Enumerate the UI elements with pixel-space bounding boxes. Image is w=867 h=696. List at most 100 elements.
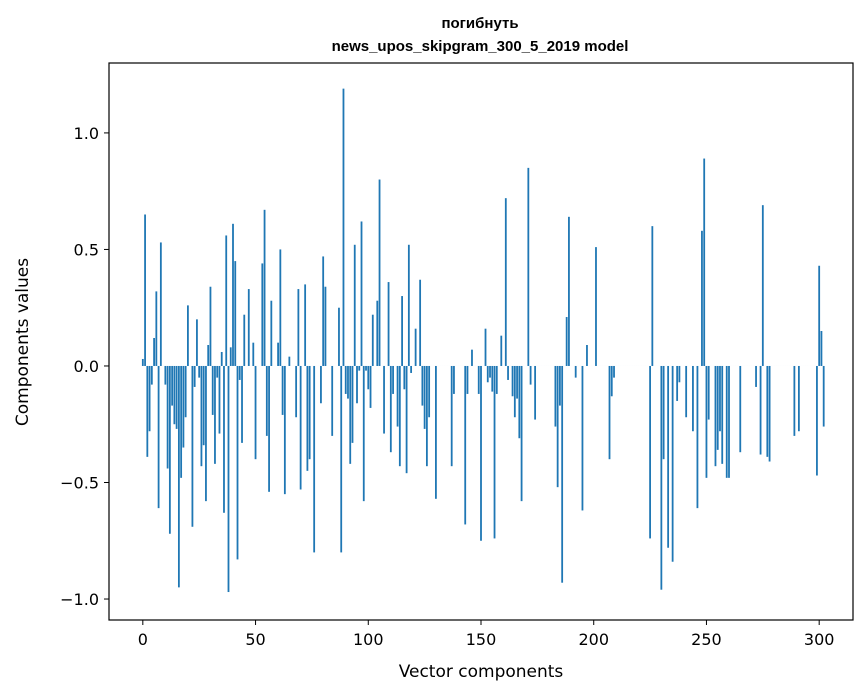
bar xyxy=(387,282,390,366)
bar xyxy=(428,365,431,418)
bar xyxy=(168,365,171,534)
bar xyxy=(383,365,385,434)
bar xyxy=(471,349,473,366)
bar xyxy=(608,365,611,460)
bar xyxy=(180,365,183,478)
bar xyxy=(491,365,494,392)
bar xyxy=(252,342,255,366)
bar xyxy=(141,358,144,366)
bar xyxy=(489,365,491,378)
bar xyxy=(277,342,279,366)
bar xyxy=(419,279,422,366)
bar xyxy=(676,365,679,401)
x-tick-label: 150 xyxy=(466,630,497,649)
bar xyxy=(822,365,825,427)
bar xyxy=(389,365,392,453)
bar xyxy=(797,365,800,432)
bar xyxy=(414,328,417,366)
bar xyxy=(279,249,282,366)
bar xyxy=(755,365,757,387)
bar xyxy=(340,365,343,553)
y-axis-label: Components values xyxy=(13,258,33,426)
bar xyxy=(568,216,570,366)
bar xyxy=(520,365,523,502)
bar xyxy=(229,347,232,366)
bar xyxy=(396,365,399,427)
bar xyxy=(495,365,498,394)
bar xyxy=(205,365,207,502)
bar xyxy=(322,256,325,366)
bar xyxy=(410,365,413,373)
bar xyxy=(739,365,742,453)
bar xyxy=(196,319,198,366)
bar xyxy=(369,365,372,408)
bar xyxy=(313,365,316,553)
bar xyxy=(261,263,264,366)
bar xyxy=(227,365,230,593)
bar xyxy=(518,365,521,439)
bar xyxy=(511,365,514,397)
bar xyxy=(338,307,340,366)
bar xyxy=(453,365,455,394)
bar xyxy=(728,365,730,478)
bar xyxy=(818,265,821,366)
bar xyxy=(466,365,469,394)
bar xyxy=(265,365,268,436)
bar xyxy=(232,223,234,366)
bar xyxy=(223,365,225,513)
bar xyxy=(660,365,663,590)
bar xyxy=(561,365,564,583)
y-tick-label: −0.5 xyxy=(60,473,99,492)
bar xyxy=(403,365,406,390)
chart-title-line2: news_upos_skipgram_300_5_2019 model xyxy=(332,38,629,55)
bar xyxy=(714,365,717,467)
bar xyxy=(513,365,516,418)
bar xyxy=(216,365,219,378)
bar xyxy=(211,365,214,415)
plot-frame xyxy=(108,62,854,621)
bar xyxy=(184,365,187,418)
bar xyxy=(304,284,307,366)
bar xyxy=(477,365,480,394)
bar xyxy=(306,365,309,471)
bar xyxy=(236,365,239,560)
bar xyxy=(349,365,352,464)
bar xyxy=(166,365,169,469)
bar xyxy=(324,286,327,366)
bar xyxy=(556,365,559,488)
bar xyxy=(342,88,345,366)
bar xyxy=(295,365,298,418)
bar xyxy=(421,365,424,406)
bar xyxy=(214,365,216,464)
bar xyxy=(175,365,178,429)
bar xyxy=(574,365,577,378)
bar xyxy=(527,167,530,366)
bar xyxy=(347,365,349,399)
bar xyxy=(392,365,394,394)
bar xyxy=(500,335,503,366)
bar xyxy=(247,289,250,366)
bar xyxy=(768,365,771,462)
bar xyxy=(254,365,257,460)
bar xyxy=(581,365,584,511)
x-tick-label: 100 xyxy=(353,630,384,649)
bar xyxy=(407,244,410,366)
bar xyxy=(692,365,694,432)
bar xyxy=(353,244,356,366)
bar xyxy=(464,365,467,525)
bar xyxy=(148,365,151,432)
bar xyxy=(270,300,273,366)
x-tick-label: 300 xyxy=(804,630,835,649)
chart-title-line1: погибнуть xyxy=(441,15,518,32)
bar xyxy=(507,365,509,380)
bar xyxy=(320,365,322,404)
bar xyxy=(423,365,426,429)
bar xyxy=(297,289,300,366)
bar xyxy=(268,365,270,492)
bar xyxy=(721,365,724,464)
bar xyxy=(613,365,615,378)
bar xyxy=(696,365,699,509)
bar xyxy=(331,365,334,436)
bar xyxy=(146,365,149,457)
